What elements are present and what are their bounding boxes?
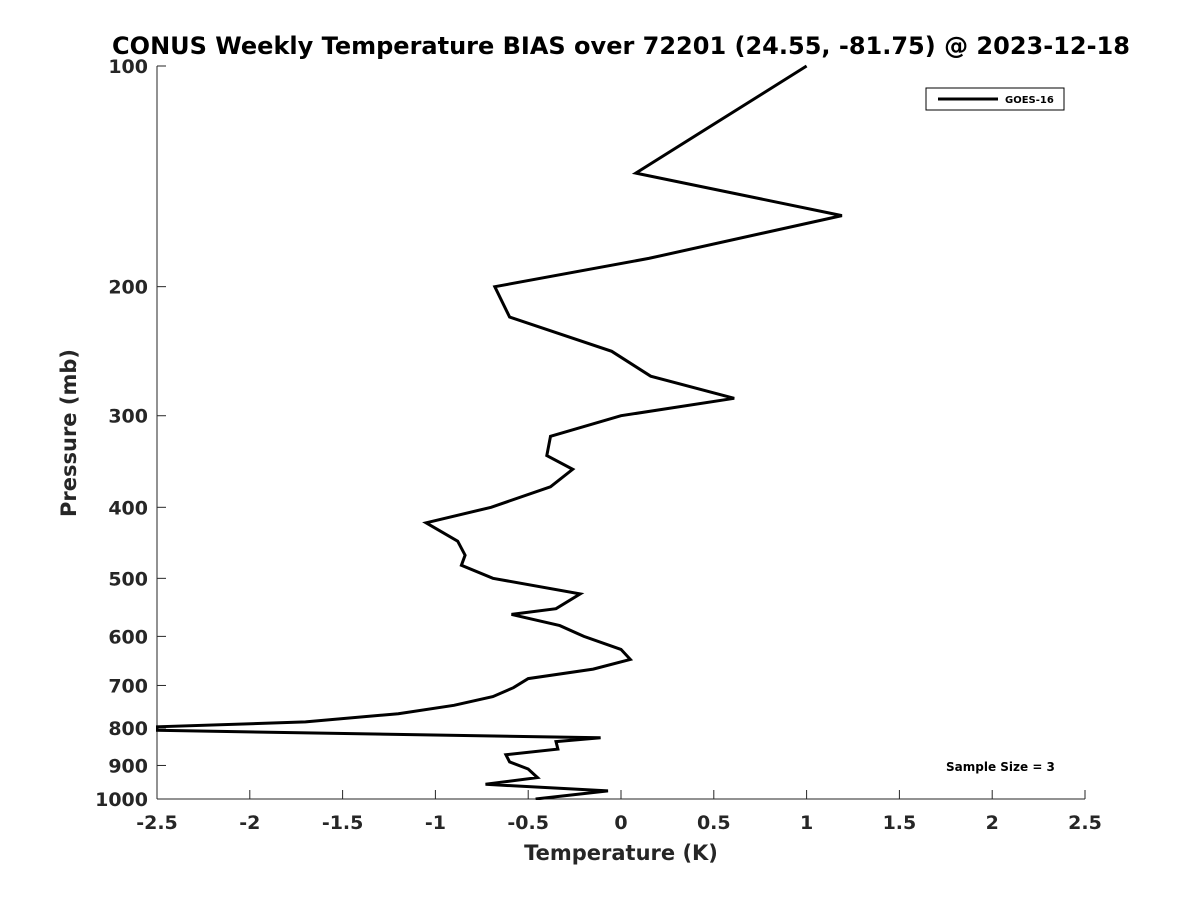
x-tick-label: -2.5 bbox=[136, 812, 178, 834]
x-tick-label: 0 bbox=[614, 812, 627, 834]
x-tick-label: 0.5 bbox=[697, 812, 731, 834]
x-tick-label: 2 bbox=[986, 812, 999, 834]
y-tick-label: 1000 bbox=[95, 789, 148, 811]
y-axis-label: Pressure (mb) bbox=[57, 349, 81, 517]
legend: GOES-16 bbox=[925, 87, 1065, 111]
y-tick-label: 700 bbox=[108, 675, 148, 697]
y-tick-label: 400 bbox=[108, 497, 148, 519]
x-tick-label: -1 bbox=[425, 812, 446, 834]
x-tick-label: 1 bbox=[800, 812, 813, 834]
x-tick-label: -2 bbox=[239, 812, 260, 834]
series-line-0 bbox=[156, 64, 843, 800]
x-axis-label: Temperature (K) bbox=[524, 841, 718, 865]
plot-area: -2.5 -2 -1.5 -1 -0.5 0 0.5 1 1.5 2 2.5 100 200 300 400… bbox=[95, 56, 1102, 834]
legend-label: GOES-16 bbox=[1005, 95, 1054, 106]
x-tick-label: -1.5 bbox=[322, 812, 364, 834]
y-tick-label: 900 bbox=[108, 755, 148, 777]
x-tick-label: 1.5 bbox=[883, 812, 917, 834]
chart-title: CONUS Weekly Temperature BIAS over 72201… bbox=[112, 32, 1130, 60]
y-tick-label: 800 bbox=[108, 718, 148, 740]
sample-size-annotation: Sample Size = 3 bbox=[946, 760, 1055, 774]
y-tick-label: 100 bbox=[108, 56, 148, 78]
y-tick-label: 300 bbox=[108, 406, 148, 428]
y-tick-label: 200 bbox=[108, 277, 148, 299]
y-tick-label: 600 bbox=[108, 626, 148, 648]
x-tick-label: -0.5 bbox=[507, 812, 549, 834]
x-tick-label: 2.5 bbox=[1068, 812, 1102, 834]
y-tick-label: 500 bbox=[108, 568, 148, 590]
